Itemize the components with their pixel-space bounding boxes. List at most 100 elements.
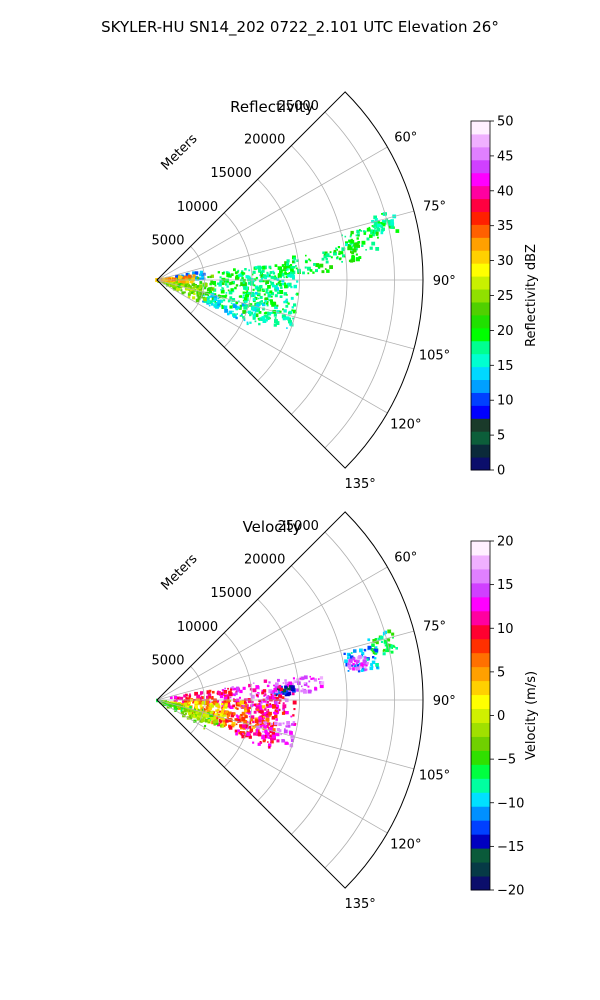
echo-cell (260, 303, 262, 305)
echo-cell (336, 256, 339, 260)
echo-cell (275, 690, 279, 694)
echo-cell (267, 695, 270, 697)
echo-cell (217, 271, 220, 274)
echo-cell (239, 304, 242, 308)
echo-cell (273, 697, 276, 700)
echo-cell (287, 689, 292, 694)
echo-cell (380, 221, 383, 225)
echo-cell (279, 690, 282, 693)
echo-cell (203, 727, 206, 730)
echo-cell (210, 713, 214, 717)
echo-cell (325, 260, 329, 264)
echo-cell (215, 722, 219, 725)
echo-cell (370, 229, 374, 232)
reflectivity-colorbar: 0 5 10 15 20 25 30 35 40 45 50 Reflectivity dBZ (470, 115, 539, 479)
echo-cell (262, 265, 265, 269)
echo-cell (219, 281, 222, 285)
echo-cell (284, 271, 287, 275)
echo-cell (286, 721, 290, 725)
echo-cell (203, 282, 208, 287)
echo-cell (266, 312, 270, 315)
colorbar-swatch (471, 327, 490, 342)
echo-cell (255, 276, 258, 279)
echo-cell (267, 722, 271, 726)
echo-cell (260, 274, 265, 278)
echo-cell (239, 696, 241, 699)
echo-cell (214, 300, 217, 303)
echo-cell (282, 308, 284, 311)
echo-cell (173, 700, 176, 703)
echo-cell (196, 717, 200, 721)
echo-cell (236, 715, 241, 720)
echo-cell (257, 297, 260, 300)
echo-cell (200, 718, 205, 723)
echo-cell (258, 703, 261, 705)
echo-cell (208, 304, 211, 307)
echo-cell (274, 285, 278, 289)
echo-cell (286, 283, 290, 286)
echo-cell (192, 296, 196, 300)
echo-cell (277, 282, 280, 286)
echo-cell (395, 229, 400, 233)
echo-cell (218, 692, 221, 696)
echo-cell (230, 302, 233, 305)
echo-cell (269, 280, 272, 283)
echo-cell (302, 271, 305, 275)
colorbar-swatch (471, 146, 490, 161)
echo-cell (363, 232, 367, 235)
echo-cell (210, 274, 214, 278)
reflectivity-grid (156, 111, 423, 449)
echo-cell (244, 291, 249, 296)
echo-cell (224, 306, 227, 309)
echo-cell (389, 644, 393, 649)
echo-cell (370, 230, 374, 235)
echo-cell (203, 714, 206, 717)
echo-cell (187, 697, 191, 701)
echo-cell (286, 683, 291, 688)
echo-cell (304, 266, 307, 269)
echo-cell (258, 725, 262, 729)
echo-cell (367, 645, 372, 650)
echo-cell (268, 299, 271, 302)
echo-cell (283, 292, 288, 296)
echo-cell (212, 716, 216, 720)
echo-cell (290, 264, 293, 267)
echo-cell (198, 284, 203, 288)
echo-cell (236, 707, 239, 710)
echo-cell (224, 295, 227, 299)
echo-cell (166, 284, 169, 287)
echo-cell (265, 280, 269, 284)
echo-cell (247, 699, 252, 704)
echo-cell (274, 319, 278, 323)
echo-cell (249, 313, 252, 317)
echo-cell (213, 297, 218, 302)
echo-cell (249, 279, 254, 283)
echo-cell (191, 714, 195, 718)
echo-cell (320, 681, 325, 685)
echo-cell (176, 704, 180, 709)
echo-cell (258, 703, 261, 707)
echo-cell (230, 273, 234, 276)
echo-cell (231, 298, 236, 302)
colorbar-tick-label: −15 (497, 840, 524, 855)
echo-cell (267, 298, 270, 301)
echo-cell (275, 718, 278, 721)
echo-cell (252, 298, 256, 302)
echo-cell (375, 663, 379, 667)
echo-cell (246, 294, 249, 298)
echo-cell (219, 710, 221, 713)
echo-cell (246, 311, 248, 313)
echo-cell (343, 652, 346, 655)
echo-cell (221, 725, 224, 728)
echo-cell (267, 709, 270, 711)
echo-cell (249, 730, 252, 733)
angle-tick-label: 135° (344, 477, 375, 492)
echo-cell (291, 692, 295, 696)
echo-cell (270, 311, 273, 314)
echo-cell (272, 734, 276, 739)
colorbar-swatch (471, 610, 490, 626)
echo-cell (271, 284, 275, 288)
echo-cell (263, 721, 268, 725)
echo-cell (266, 726, 268, 729)
colorbar-swatch (471, 652, 490, 668)
